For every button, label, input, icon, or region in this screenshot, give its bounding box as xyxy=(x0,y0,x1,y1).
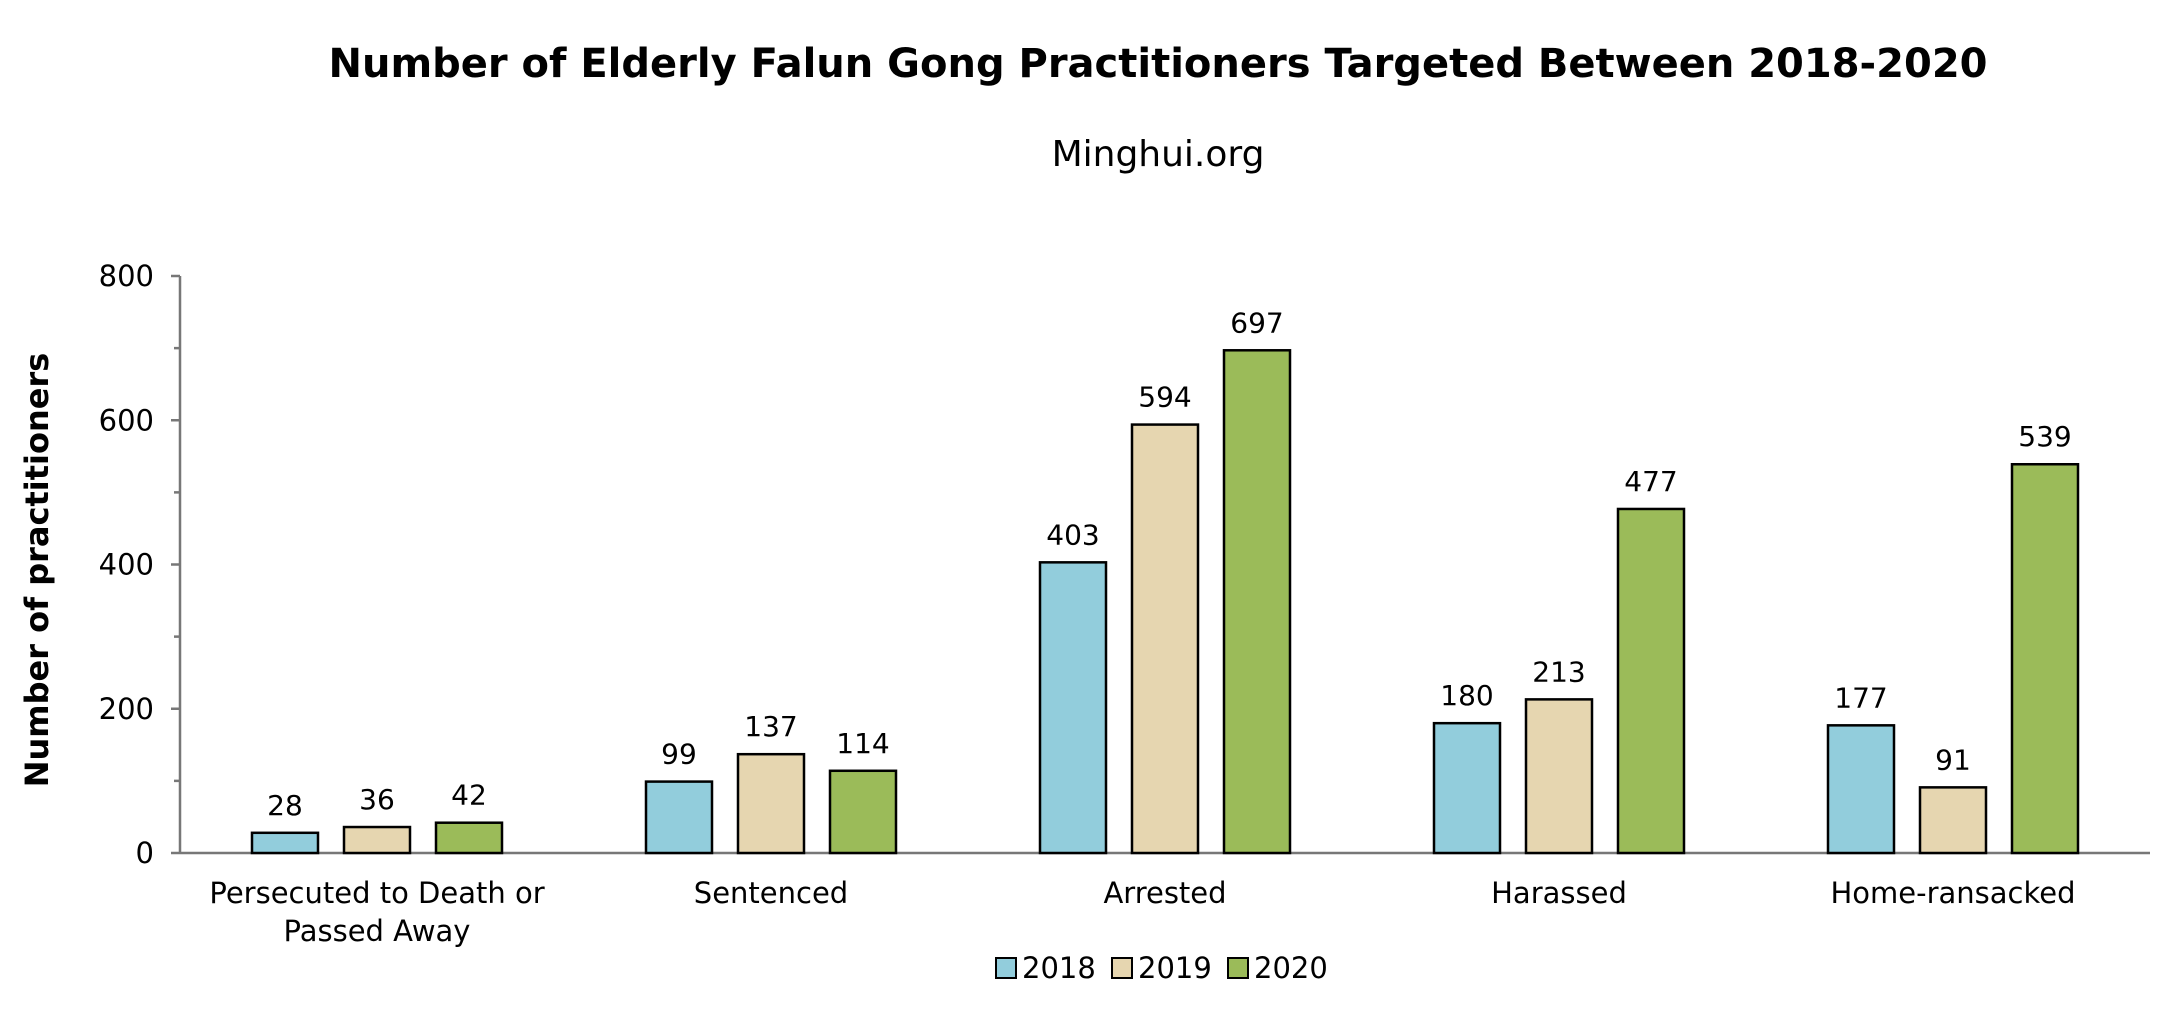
plot-area: 0 200 400 600 800 28 36 42 Persecuted to Death o… xyxy=(99,259,2150,948)
data-label: 213 xyxy=(1532,655,1585,688)
y-tick-label: 200 xyxy=(99,692,154,726)
data-label: 91 xyxy=(1935,743,1971,776)
data-label: 594 xyxy=(1138,381,1191,414)
bar-2018 xyxy=(1038,561,1108,855)
category-label: Persecuted to Death or xyxy=(209,876,544,910)
data-label: 403 xyxy=(1046,518,1099,551)
legend-swatch-2018 xyxy=(995,957,1017,979)
legend-label: 2020 xyxy=(1254,951,1328,985)
bar-2018 xyxy=(250,831,320,855)
legend-swatch-2019 xyxy=(1111,957,1133,979)
chart-title: Number of Elderly Falun Gong Practitione… xyxy=(329,41,1988,87)
bar-2019 xyxy=(1524,698,1594,855)
data-label: 42 xyxy=(451,779,487,812)
legend: 2018 2019 2020 xyxy=(995,951,1328,985)
data-label: 137 xyxy=(744,710,797,743)
bar-2018 xyxy=(644,780,714,855)
bar-2020 xyxy=(434,821,504,855)
legend-swatch-2020 xyxy=(1227,957,1249,979)
bar-2020 xyxy=(1222,349,1292,855)
bar-2019 xyxy=(1130,423,1200,855)
bar-2018 xyxy=(1826,724,1896,855)
bar-2019 xyxy=(736,752,806,855)
y-tick-label: 400 xyxy=(99,548,154,582)
category-label: Passed Away xyxy=(284,914,471,948)
data-label: 28 xyxy=(267,789,303,822)
legend-label: 2018 xyxy=(1022,951,1096,985)
y-tick-label: 600 xyxy=(99,403,154,437)
y-tick-label: 800 xyxy=(99,259,154,293)
data-label: 477 xyxy=(1624,465,1677,498)
category-label: Arrested xyxy=(1103,876,1226,910)
category-label: Sentenced xyxy=(694,876,848,910)
bar-2020 xyxy=(828,769,898,855)
data-label: 539 xyxy=(2018,420,2071,453)
data-label: 99 xyxy=(661,738,697,771)
bar-2019 xyxy=(1918,786,1988,855)
bar-2020 xyxy=(1616,507,1686,855)
bar-2020 xyxy=(2010,462,2080,855)
legend-label: 2019 xyxy=(1138,951,1212,985)
chart-subtitle: Minghui.org xyxy=(1052,134,1265,175)
y-axis-label: Number of practitioners xyxy=(18,353,56,788)
data-label: 114 xyxy=(836,727,889,760)
data-label: 180 xyxy=(1440,679,1493,712)
bar-2019 xyxy=(342,825,412,855)
y-tick-label: 0 xyxy=(136,836,154,870)
data-label: 697 xyxy=(1230,306,1283,339)
category-label: Harassed xyxy=(1491,876,1627,910)
category-label: Home-ransacked xyxy=(1830,876,2075,910)
data-label: 177 xyxy=(1834,681,1887,714)
data-label: 36 xyxy=(359,783,395,816)
bar-2018 xyxy=(1432,721,1502,855)
